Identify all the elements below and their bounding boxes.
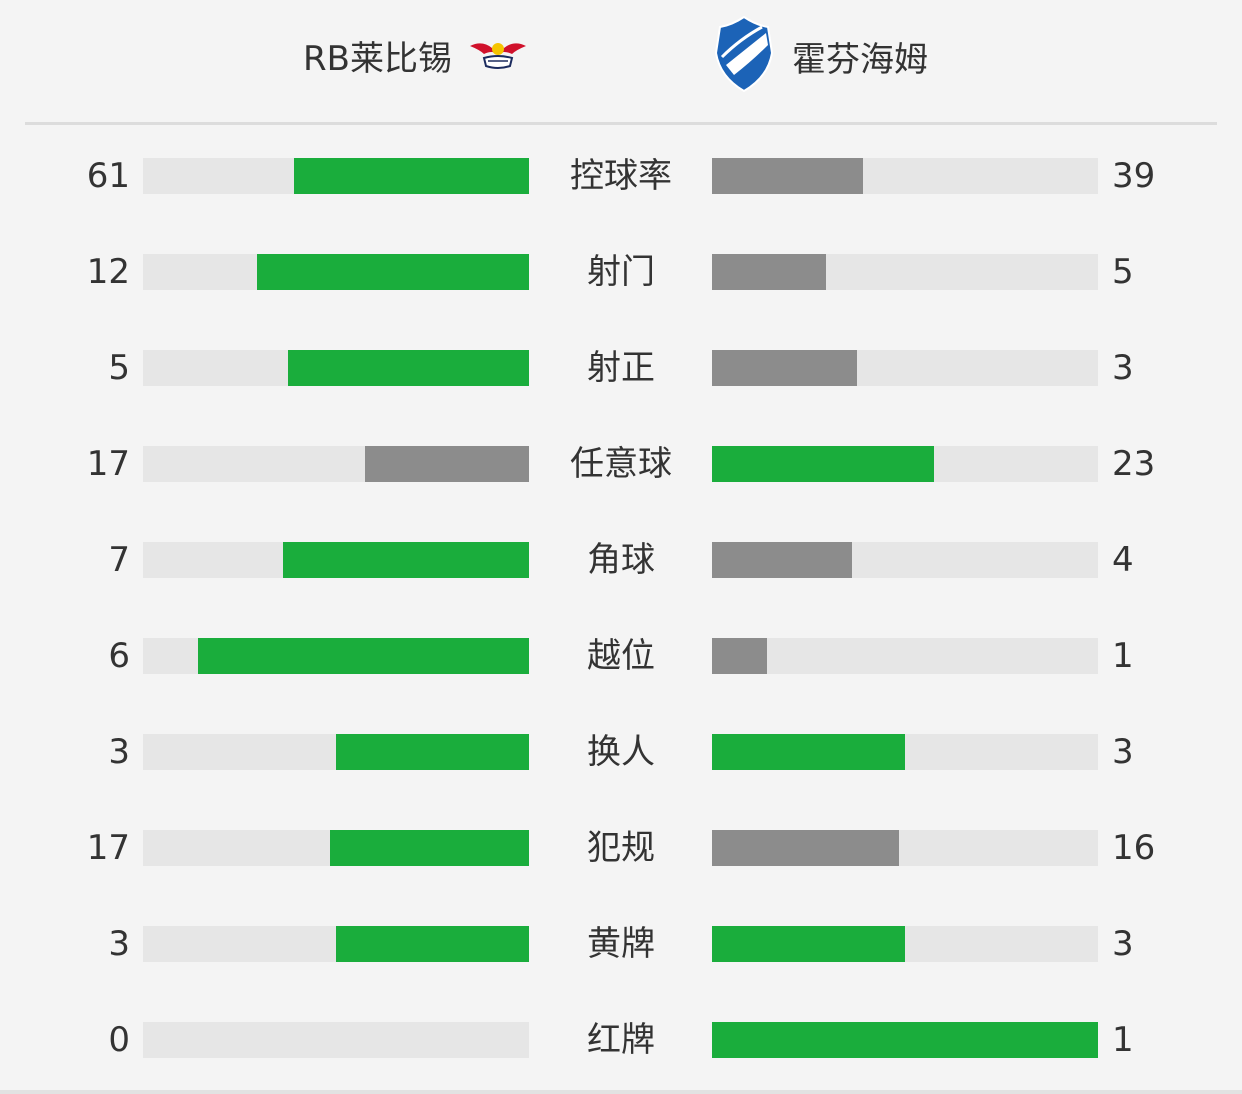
home-stat-bar (365, 446, 529, 482)
away-stat-bar-track (712, 830, 1098, 866)
home-stat-bar-track (143, 446, 529, 482)
stat-label: 角球 (587, 540, 655, 580)
home-stat-bar (330, 830, 529, 866)
home-stat-value: 3 (108, 732, 130, 772)
home-stat-bar (198, 638, 529, 674)
away-stat-bar-track (712, 926, 1098, 962)
rb-leipzig-logo-icon (468, 36, 528, 74)
away-stat-bar-track (712, 254, 1098, 290)
home-stat-bar-track (143, 254, 529, 290)
away-stat-value: 3 (1112, 732, 1134, 772)
home-team[interactable]: RB莱比锡 (303, 22, 528, 88)
away-stat-bar (712, 446, 934, 482)
away-stat-bar (712, 926, 905, 962)
home-stat-value: 61 (86, 156, 130, 196)
away-stat-bar (712, 830, 899, 866)
away-stat-bar-track (712, 350, 1098, 386)
away-stat-value: 4 (1112, 540, 1134, 580)
match-header: RB莱比锡 霍芬海姆 (0, 0, 1242, 110)
home-stat-bar-track (143, 158, 529, 194)
home-stat-bar-track (143, 350, 529, 386)
away-team[interactable]: 霍芬海姆 (712, 15, 928, 97)
away-stat-bar-track (712, 542, 1098, 578)
home-stat-value: 0 (108, 1020, 130, 1060)
away-stat-value: 1 (1112, 636, 1134, 676)
stat-label: 射正 (587, 348, 655, 388)
away-stat-bar (712, 158, 863, 194)
away-stat-value: 39 (1112, 156, 1156, 196)
bottom-divider (0, 1090, 1242, 1094)
stat-label: 越位 (587, 636, 655, 676)
home-stat-value: 3 (108, 924, 130, 964)
stat-label: 红牌 (587, 1020, 655, 1060)
away-stat-value: 23 (1112, 444, 1156, 484)
home-stat-value: 7 (108, 540, 130, 580)
stat-row: 3 黄牌 3 (0, 924, 1242, 964)
away-stat-bar-track (712, 158, 1098, 194)
home-stat-bar (294, 158, 529, 194)
home-stat-value: 5 (108, 348, 130, 388)
home-stat-value: 17 (86, 828, 130, 868)
home-stat-bar-track (143, 734, 529, 770)
home-stat-bar (336, 734, 529, 770)
stat-label: 任意球 (570, 444, 672, 484)
home-stat-value: 17 (86, 444, 130, 484)
home-stat-bar (288, 350, 529, 386)
away-stat-bar (712, 350, 857, 386)
home-stat-bar-track (143, 1022, 529, 1058)
away-stat-value: 5 (1112, 252, 1134, 292)
home-stat-bar (283, 542, 529, 578)
home-stat-bar (336, 926, 529, 962)
away-stat-value: 3 (1112, 924, 1134, 964)
home-stat-value: 6 (108, 636, 130, 676)
away-stat-value: 3 (1112, 348, 1134, 388)
stat-row: 5 射正 3 (0, 348, 1242, 388)
home-team-name: RB莱比锡 (303, 38, 452, 79)
home-stat-value: 12 (86, 252, 130, 292)
stat-row: 17 任意球 23 (0, 444, 1242, 484)
stat-row: 61 控球率 39 (0, 156, 1242, 196)
stat-label: 射门 (587, 252, 655, 292)
home-stat-bar-track (143, 542, 529, 578)
stat-row: 17 犯规 16 (0, 828, 1242, 868)
stat-label: 黄牌 (587, 924, 655, 964)
home-stat-bar-track (143, 926, 529, 962)
away-stat-bar-track (712, 734, 1098, 770)
away-stat-bar (712, 638, 767, 674)
stat-label: 换人 (587, 732, 655, 772)
away-stat-value: 16 (1112, 828, 1156, 868)
home-stat-bar (257, 254, 529, 290)
away-stat-bar (712, 734, 905, 770)
stat-label: 犯规 (587, 828, 655, 868)
away-stat-bar-track (712, 638, 1098, 674)
home-stat-bar-track (143, 638, 529, 674)
stat-row: 7 角球 4 (0, 540, 1242, 580)
header-divider (25, 122, 1217, 125)
away-team-name: 霍芬海姆 (792, 39, 928, 80)
away-stat-bar-track (712, 1022, 1098, 1058)
away-stat-bar (712, 254, 826, 290)
stat-row: 12 射门 5 (0, 252, 1242, 292)
stat-row: 0 红牌 1 (0, 1020, 1242, 1060)
away-stat-bar (712, 1022, 1098, 1058)
away-stat-bar (712, 542, 852, 578)
home-stat-bar-track (143, 830, 529, 866)
away-stat-value: 1 (1112, 1020, 1134, 1060)
hoffenheim-logo-icon (712, 15, 776, 97)
stat-row: 6 越位 1 (0, 636, 1242, 676)
stat-row: 3 换人 3 (0, 732, 1242, 772)
stat-label: 控球率 (570, 156, 672, 196)
away-stat-bar-track (712, 446, 1098, 482)
